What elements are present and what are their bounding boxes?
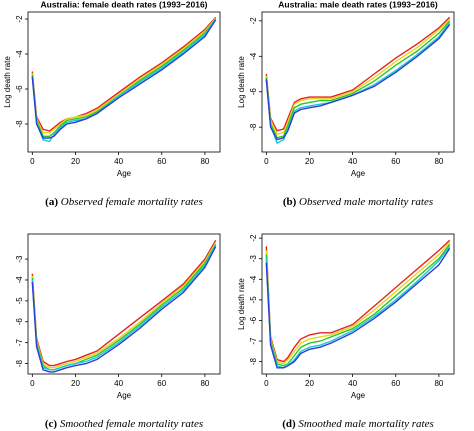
- y-tick-label: -6: [15, 318, 24, 326]
- x-tick-label: 80: [434, 157, 443, 166]
- y-axis-label: Log death rate: [3, 56, 12, 108]
- x-tick-label: 0: [30, 157, 35, 166]
- x-axis-label: Age: [117, 169, 132, 178]
- y-tick-label: -4: [249, 52, 258, 60]
- y-tick-label: -8: [249, 123, 258, 131]
- caption-text: Smoothed female mortality rates: [60, 418, 203, 430]
- plot-frame: [261, 11, 455, 153]
- y-axis-label: Log death rate: [237, 278, 246, 330]
- x-tick-label: 0: [30, 379, 35, 388]
- x-tick-label: 40: [114, 379, 123, 388]
- chart-title: Australia: male death rates (1993−2016): [278, 0, 438, 9]
- caption-text: Observed female mortality rates: [61, 196, 203, 208]
- caption-text: Smoothed male mortality rates: [298, 418, 433, 430]
- y-tick-label: -8: [15, 120, 24, 128]
- series-line: [265, 239, 451, 363]
- caption: (b) Observed male mortality rates: [283, 196, 433, 208]
- series-line: [265, 245, 451, 369]
- y-tick-label: -7: [15, 339, 24, 347]
- x-tick-label: 20: [305, 157, 314, 166]
- x-tick-label: 60: [157, 157, 166, 166]
- x-tick-label: 40: [114, 157, 123, 166]
- series-line: [31, 244, 217, 371]
- series-line: [31, 246, 217, 373]
- series-line: [265, 23, 451, 141]
- caption: (d) Smoothed male mortality rates: [282, 418, 434, 430]
- y-tick-label: -2: [15, 15, 24, 23]
- x-tick-label: 0: [264, 379, 269, 388]
- x-tick-label: 60: [391, 157, 400, 166]
- series-line: [31, 242, 217, 369]
- y-tick-label: -5: [249, 296, 258, 304]
- x-tick-label: 80: [200, 379, 209, 388]
- x-tick-label: 20: [71, 157, 80, 166]
- y-tick-label: -6: [249, 316, 258, 324]
- series-line: [31, 18, 217, 137]
- series-line: [31, 17, 217, 134]
- x-axis-label: Age: [351, 169, 366, 178]
- x-tick-label: 40: [348, 157, 357, 166]
- caption: (a) Observed female mortality rates: [45, 196, 203, 208]
- y-tick-label: -2: [249, 17, 258, 25]
- series-line: [265, 16, 451, 132]
- series-line: [265, 18, 451, 136]
- x-tick-label: 60: [157, 379, 166, 388]
- y-tick-label: -3: [249, 255, 258, 263]
- y-axis-label: Log death rate: [237, 56, 246, 108]
- series-line: [31, 239, 217, 367]
- series-line: [265, 241, 451, 365]
- caption-label: (c): [45, 418, 58, 430]
- plot-frame: [261, 233, 455, 375]
- y-tick-label: -4: [15, 50, 24, 58]
- caption: (c) Smoothed female mortality rates: [45, 418, 203, 430]
- y-tick-label: -5: [15, 297, 24, 305]
- caption-label: (b): [283, 196, 297, 208]
- y-tick-label: -6: [249, 88, 258, 96]
- series-line: [265, 248, 451, 369]
- caption-label: (d): [282, 418, 296, 430]
- x-tick-label: 40: [348, 379, 357, 388]
- series-line: [265, 22, 451, 145]
- series-line: [31, 16, 217, 132]
- plot-frame: [27, 11, 221, 153]
- x-tick-label: 20: [71, 379, 80, 388]
- series-line: [265, 20, 451, 139]
- series-line: [31, 18, 217, 143]
- y-tick-label: -8: [249, 358, 258, 366]
- series-line: [31, 19, 217, 139]
- x-tick-label: 20: [305, 379, 314, 388]
- caption-label: (a): [45, 196, 58, 208]
- x-tick-label: 80: [434, 379, 443, 388]
- chart-title: Australia: female death rates (1993−2016…: [40, 0, 207, 9]
- plot-frame: [27, 233, 221, 375]
- y-tick-label: -2: [249, 234, 258, 242]
- y-tick-label: -4: [249, 275, 258, 283]
- y-tick-label: -6: [15, 85, 24, 93]
- y-tick-label: -7: [249, 337, 258, 345]
- x-axis-label: Age: [117, 391, 132, 400]
- caption-text: Observed male mortality rates: [299, 196, 433, 208]
- y-tick-label: -8: [15, 359, 24, 367]
- y-tick-label: -3: [15, 255, 24, 263]
- x-tick-label: 80: [200, 157, 209, 166]
- series-line: [31, 244, 217, 371]
- y-tick-label: -4: [15, 276, 24, 284]
- x-axis-label: Age: [351, 391, 366, 400]
- series-line: [265, 243, 451, 367]
- x-tick-label: 0: [264, 157, 269, 166]
- x-tick-label: 60: [391, 379, 400, 388]
